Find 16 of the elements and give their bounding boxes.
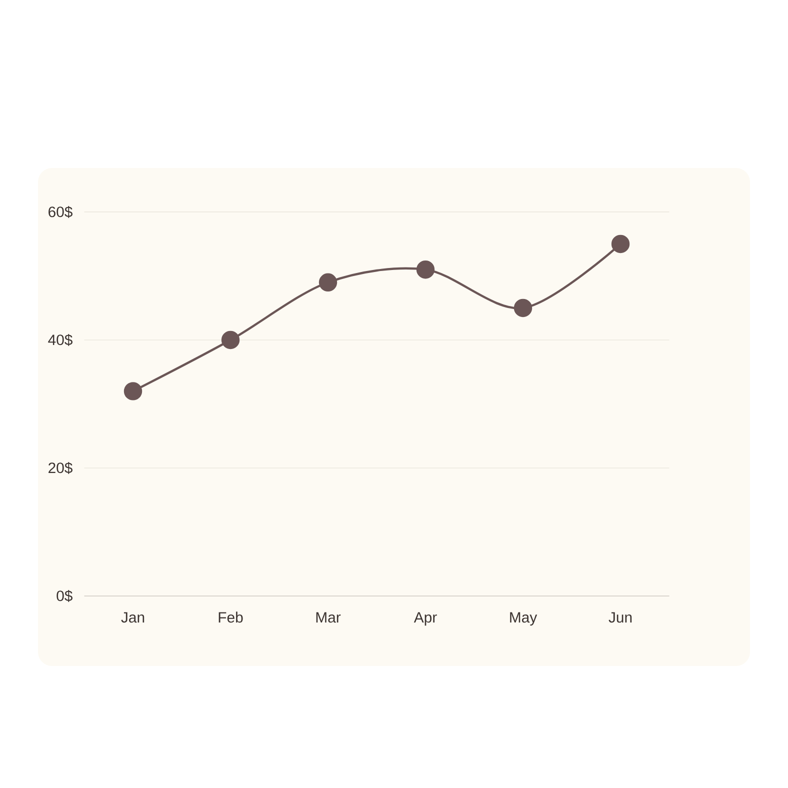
point xyxy=(611,234,630,254)
y-tick-label: 20$ xyxy=(48,462,72,474)
point xyxy=(124,382,142,400)
y-tick-label: 40$ xyxy=(48,334,72,346)
x-tick-label: May xyxy=(510,612,538,626)
point xyxy=(514,298,532,318)
x-tick-label: Mar xyxy=(316,612,341,623)
point xyxy=(416,260,435,279)
x-tick-label: Jan xyxy=(121,612,144,623)
y-tick-label: 60$ xyxy=(48,206,72,218)
x-tick-label: Jun xyxy=(608,612,632,623)
point xyxy=(221,330,240,350)
x-tick-label: Apr xyxy=(414,612,437,626)
point xyxy=(318,273,338,292)
y-tick-label: 0$ xyxy=(56,590,72,602)
x-tick-label: Feb xyxy=(218,612,243,623)
